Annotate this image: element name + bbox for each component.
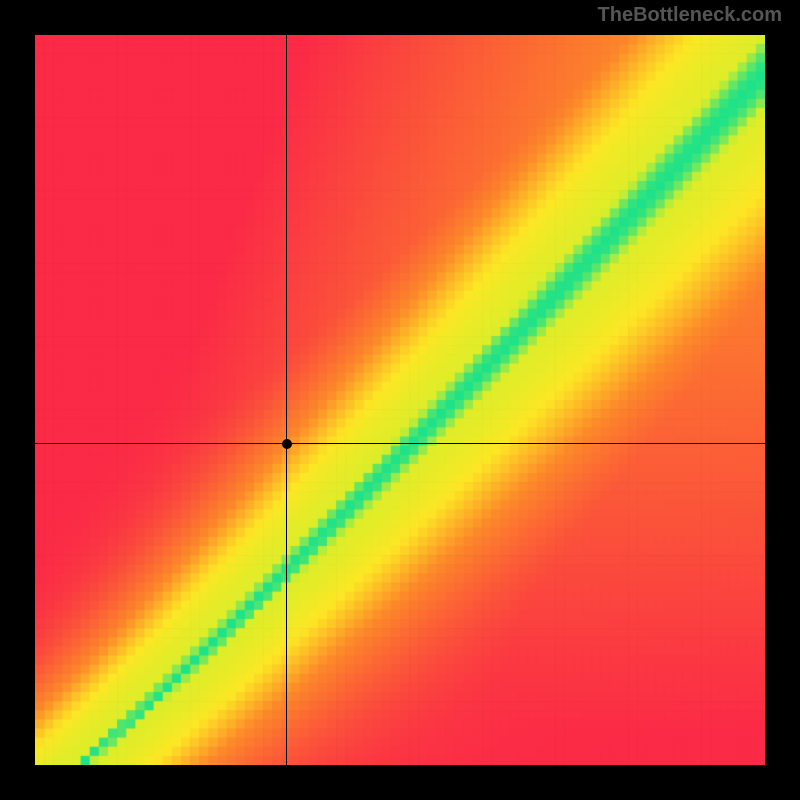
- plot-container: [35, 35, 765, 765]
- watermark-text: TheBottleneck.com: [598, 4, 782, 27]
- crosshair-vertical: [286, 35, 287, 765]
- heatmap-canvas: [35, 35, 765, 765]
- crosshair-marker: [282, 439, 292, 449]
- crosshair-horizontal: [35, 443, 765, 444]
